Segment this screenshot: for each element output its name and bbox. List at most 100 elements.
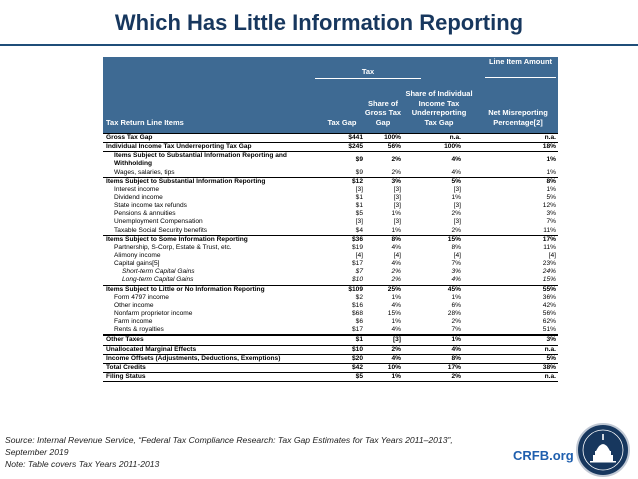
row-share: 4%	[391, 326, 401, 334]
row-share: [3]	[393, 194, 401, 201]
row-gap: $6	[355, 318, 363, 326]
row-indiv: 4%	[451, 345, 461, 353]
row-label: Alimony income	[114, 251, 161, 259]
row-indiv: 4%	[451, 156, 461, 164]
table-row: Items Subject to Substantial Information…	[103, 151, 558, 168]
brand-link[interactable]: CRFB.org	[513, 448, 574, 463]
row-indiv: 8%	[451, 243, 461, 251]
table-row: Items Subject to Little or No Informatio…	[103, 284, 558, 294]
row-label: Nonfarm proprietor income	[114, 309, 193, 317]
row-share: [4]	[393, 251, 401, 259]
row-label: Other income	[114, 301, 154, 309]
row-gap: $5	[355, 210, 363, 218]
row-gap: $16	[351, 301, 363, 309]
row-label: Dividend income	[114, 194, 163, 201]
row-misrep: 11%	[543, 243, 556, 251]
table-row: Unallocated Marginal Effects $10 2% 4% n.a.	[103, 344, 558, 354]
row-gap: $9	[355, 168, 363, 176]
header-line-item-group: Line Item Amount	[488, 57, 553, 66]
table-header: Tax Line Item Amount Tax Return Line Ite…	[103, 57, 558, 134]
row-gap: $42	[351, 363, 363, 371]
row-share: 2%	[391, 268, 401, 276]
row-share: [3]	[393, 202, 401, 210]
table-row: Nonfarm proprietor income $68 15% 28% 56%	[103, 310, 558, 318]
table-row: Pensions & annuities $5 1% 2% 3%	[103, 210, 558, 218]
row-share: 1%	[391, 226, 401, 234]
row-share: 2%	[391, 168, 401, 176]
row-label: Rents & royalties	[114, 326, 164, 334]
row-gap: $17	[351, 326, 363, 334]
tax-gap-table: Tax Line Item Amount Tax Return Line Ite…	[103, 57, 558, 383]
row-misrep: 23%	[542, 260, 556, 268]
row-share: 1%	[391, 372, 401, 380]
table-row: Rents & royalties $17 4% 7% 51%	[103, 326, 558, 334]
row-gap: $36	[351, 235, 363, 243]
row-share: [3]	[393, 185, 401, 193]
row-gap: $1	[355, 194, 363, 201]
row-misrep: 42%	[542, 301, 556, 309]
row-misrep: 3%	[546, 336, 556, 344]
row-misrep: 12%	[542, 202, 556, 210]
row-indiv: [3]	[453, 218, 461, 226]
row-gap: $20	[351, 354, 363, 362]
header-tax-underline	[315, 78, 421, 79]
row-indiv: 2%	[451, 226, 461, 234]
row-gap: [3]	[355, 185, 363, 193]
row-misrep: 11%	[543, 226, 556, 234]
row-misrep: 15%	[542, 276, 556, 284]
row-gap: $12	[351, 177, 363, 185]
row-misrep: 55%	[542, 285, 556, 293]
row-indiv: 7%	[451, 260, 461, 268]
table-row: Form 4797 income $2 1% 1% 36%	[103, 294, 558, 302]
table-row: State income tax refunds $1 [3] [3] 12%	[103, 202, 558, 210]
table-row: Capital gains[5] $17 4% 7% 23%	[103, 260, 558, 268]
table-row: Dividend income $1 [3] 1% 5%	[103, 194, 558, 202]
row-gap: $10	[351, 276, 363, 284]
row-gap: [4]	[355, 251, 363, 259]
row-indiv: 4%	[451, 276, 461, 284]
table-row: Short-term Capital Gains $7 2% 3% 24%	[103, 268, 558, 276]
row-misrep: 5%	[546, 354, 556, 362]
row-indiv: n.a.	[449, 134, 461, 141]
row-label: Other Taxes	[106, 336, 144, 344]
row-share: 25%	[387, 285, 401, 293]
row-indiv: 3%	[451, 268, 461, 276]
row-share: 2%	[391, 156, 401, 164]
row-label: Pensions & annuities	[114, 210, 176, 218]
table-note: Note: Table covers Tax Years 2011-2013	[5, 459, 160, 469]
row-indiv: [4]	[453, 251, 461, 259]
row-misrep: 7%	[546, 218, 556, 226]
row-label: State income tax refunds	[114, 202, 187, 210]
row-share: 10%	[387, 363, 401, 371]
row-gap: $68	[351, 309, 363, 317]
row-gap: $7	[355, 268, 363, 276]
table-row: Income Offsets (Adjustments, Deductions,…	[103, 353, 558, 363]
row-indiv: 4%	[451, 168, 461, 176]
row-share: [3]	[393, 218, 401, 226]
row-misrep: 1%	[546, 156, 556, 164]
row-misrep: [4]	[548, 251, 556, 259]
row-share: 8%	[391, 235, 401, 243]
row-label: Partnership, S-Corp, Estate & Trust, etc…	[114, 243, 232, 251]
row-label: Items Subject to Substantial Information…	[106, 177, 266, 185]
header-col-label: Tax Return Line Items	[106, 117, 184, 127]
table-row: Other income $16 4% 6% 42%	[103, 302, 558, 310]
row-share: 4%	[391, 260, 401, 268]
row-share: 4%	[391, 354, 401, 362]
row-indiv: 28%	[447, 309, 461, 317]
row-indiv: 2%	[451, 210, 461, 218]
row-gap: $19	[351, 243, 363, 251]
row-share: 4%	[391, 301, 401, 309]
table-row: Items Subject to Some Information Report…	[103, 234, 558, 244]
row-gap: $9	[355, 156, 363, 164]
table-body: Gross Tax Gap $441 100% n.a. n.a. Individual…	[103, 134, 558, 383]
header-col-misrep: Net Misreporting Percentage[2]	[488, 108, 548, 127]
row-misrep: 38%	[542, 363, 556, 371]
row-indiv: [3]	[453, 185, 461, 193]
row-misrep: n.a.	[544, 372, 556, 380]
source-line-1: Source: Internal Revenue Service, “Feder…	[5, 435, 453, 445]
row-misrep: 51%	[542, 326, 556, 334]
row-gap: $109	[348, 285, 363, 293]
row-indiv: 45%	[447, 285, 461, 293]
row-share: 4%	[391, 243, 401, 251]
